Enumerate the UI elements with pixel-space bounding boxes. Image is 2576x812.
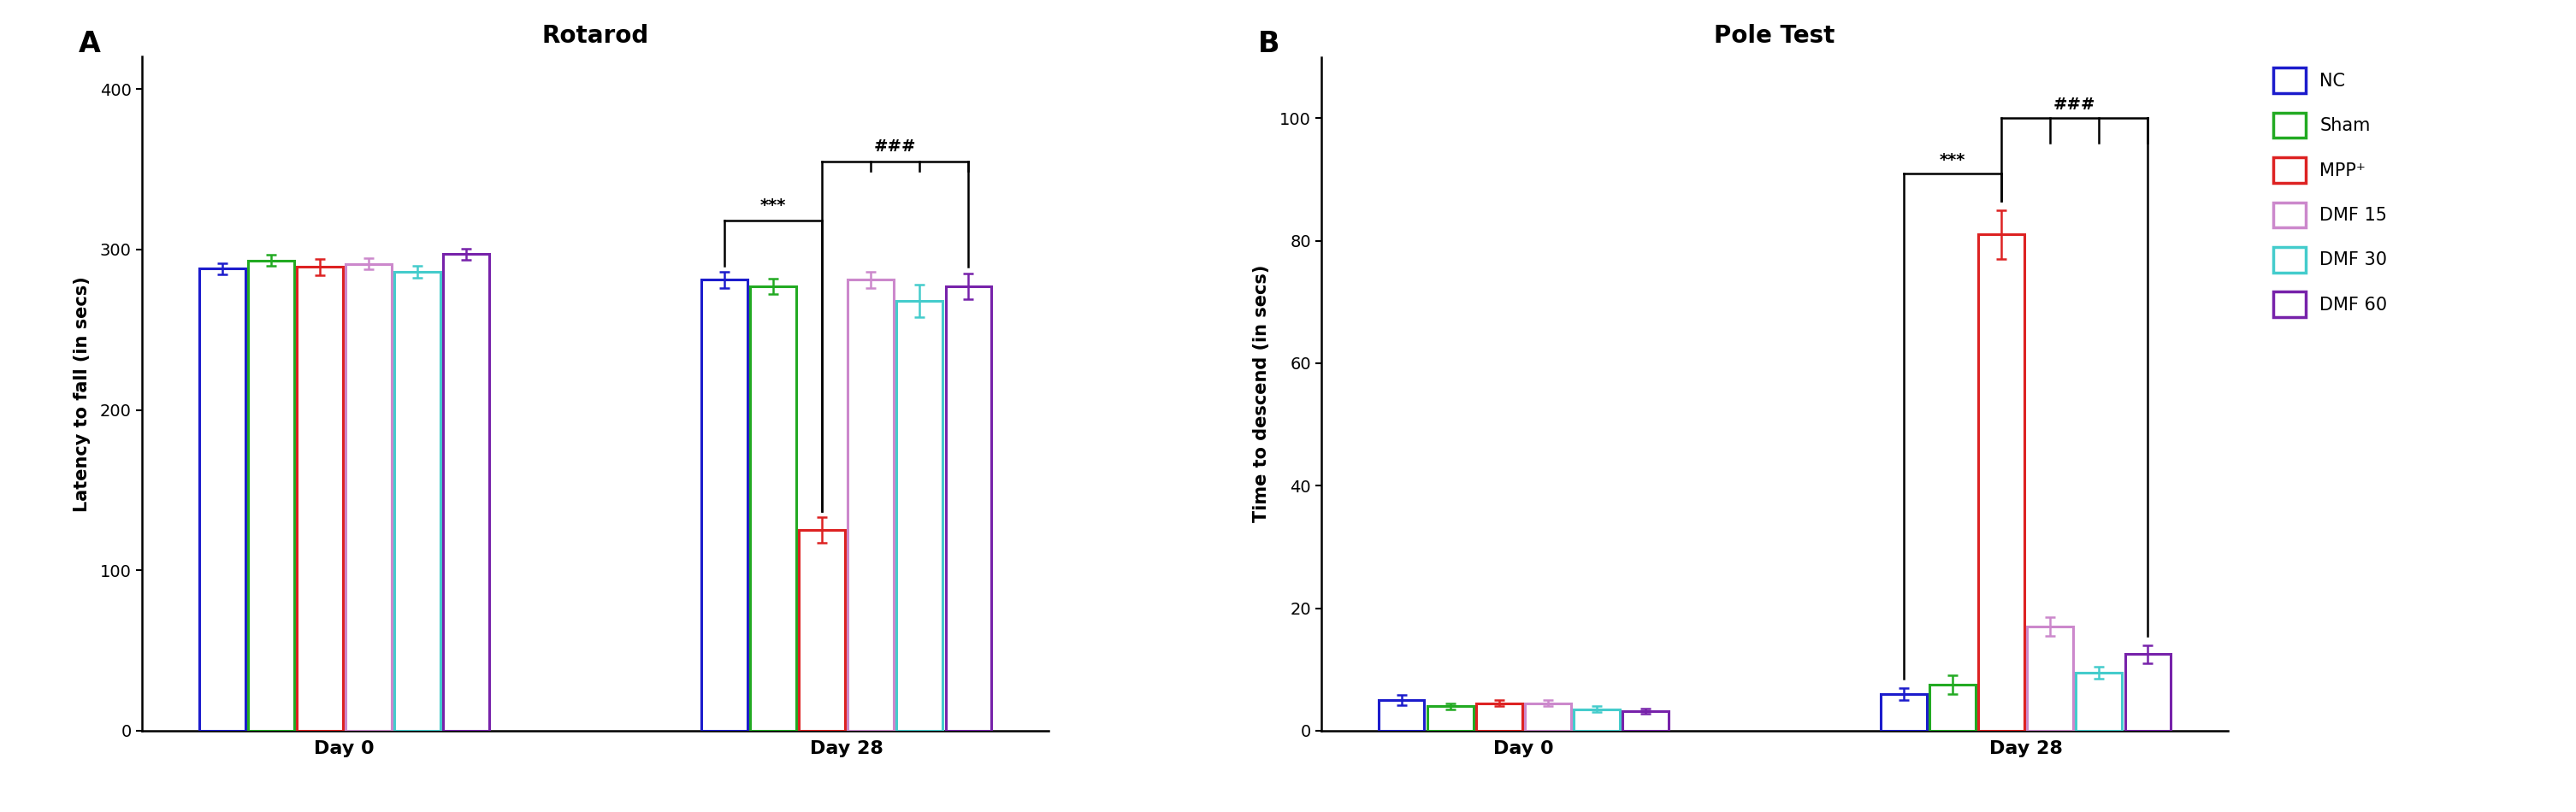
Bar: [394, 272, 440, 731]
Bar: [799, 530, 845, 731]
Text: B: B: [1257, 30, 1280, 58]
Bar: [1427, 706, 1473, 731]
Title: Rotarod: Rotarod: [541, 24, 649, 48]
Bar: [1574, 710, 1620, 731]
Bar: [198, 269, 245, 731]
Title: Pole Test: Pole Test: [1713, 24, 1834, 48]
Bar: [750, 287, 796, 731]
Bar: [1623, 711, 1669, 731]
Bar: [2125, 654, 2172, 731]
Text: A: A: [77, 30, 100, 58]
Legend: NC, Sham, MPP⁺, DMF 15, DMF 30, DMF 60: NC, Sham, MPP⁺, DMF 15, DMF 30, DMF 60: [2264, 59, 2396, 326]
Bar: [2076, 672, 2123, 731]
Bar: [2027, 627, 2074, 731]
Text: ***: ***: [1940, 152, 1965, 168]
Bar: [247, 261, 294, 731]
Bar: [296, 267, 343, 731]
Text: ###: ###: [2053, 97, 2097, 113]
Bar: [848, 280, 894, 731]
Bar: [345, 264, 392, 731]
Text: ###: ###: [873, 139, 917, 155]
Bar: [443, 254, 489, 731]
Bar: [1476, 703, 1522, 731]
Bar: [896, 300, 943, 731]
Y-axis label: Latency to fall (in secs): Latency to fall (in secs): [75, 276, 90, 512]
Bar: [701, 280, 747, 731]
Bar: [1978, 235, 2025, 731]
Y-axis label: Time to descend (in secs): Time to descend (in secs): [1252, 265, 1270, 523]
Text: ***: ***: [760, 198, 786, 214]
Bar: [1378, 700, 1425, 731]
Bar: [1525, 703, 1571, 731]
Bar: [945, 287, 992, 731]
Bar: [1929, 685, 1976, 731]
Bar: [1880, 694, 1927, 731]
